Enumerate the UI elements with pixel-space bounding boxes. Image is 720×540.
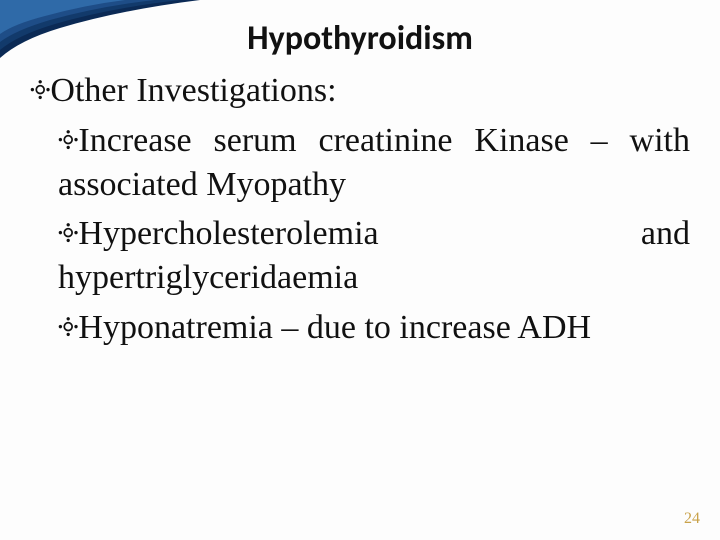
- bullet-level2-text: Hyponatremia – due to increase ADH: [78, 309, 591, 346]
- bullet-level2-text: Increase serum creatinine Kinase – with …: [58, 122, 690, 203]
- bullet-icon: ༓: [30, 71, 50, 109]
- bullet-level1: ༓Other Investigations:: [30, 68, 690, 114]
- slide-body: ༓Other Investigations: ༓Increase serum c…: [30, 68, 690, 354]
- bullet-level1-text: Other Investigations:: [50, 72, 336, 109]
- slide-title: Hypothyroidism: [0, 18, 720, 59]
- bullet-level2-group: ༓Increase serum creatinine Kinase – with…: [30, 118, 690, 350]
- bullet-level2-text: Hypercholesterolemia and hypertriglyceri…: [58, 215, 690, 296]
- bullet-icon: ༓: [58, 121, 78, 159]
- bullet-level2: ༓Hyponatremia – due to increase ADH: [58, 305, 690, 350]
- slide: Hypothyroidism ༓Other Investigations: ༓I…: [0, 0, 720, 540]
- bullet-icon: ༓: [58, 214, 78, 252]
- bullet-level2: ༓Hypercholesterolemia and hypertriglycer…: [58, 211, 690, 300]
- bullet-icon: ༓: [58, 308, 78, 346]
- bullet-level2: ༓Increase serum creatinine Kinase – with…: [58, 118, 690, 207]
- page-number: 24: [684, 510, 700, 528]
